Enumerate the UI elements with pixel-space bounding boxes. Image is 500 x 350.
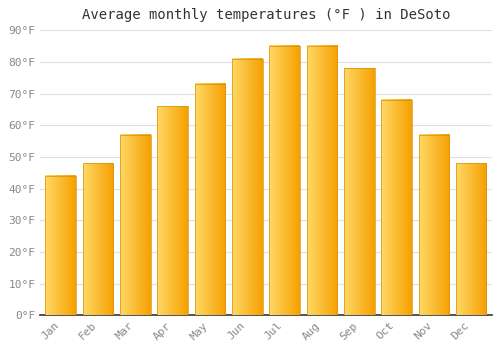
Title: Average monthly temperatures (°F ) in DeSoto: Average monthly temperatures (°F ) in De… bbox=[82, 8, 450, 22]
Bar bbox=[46, 176, 76, 315]
Bar bbox=[418, 135, 449, 315]
Bar bbox=[194, 84, 226, 315]
Bar bbox=[82, 163, 114, 315]
Bar bbox=[381, 100, 412, 315]
Bar bbox=[232, 59, 262, 315]
Bar bbox=[158, 106, 188, 315]
Bar bbox=[120, 135, 150, 315]
Bar bbox=[270, 46, 300, 315]
Bar bbox=[344, 69, 374, 315]
Bar bbox=[306, 46, 337, 315]
Bar bbox=[456, 163, 486, 315]
